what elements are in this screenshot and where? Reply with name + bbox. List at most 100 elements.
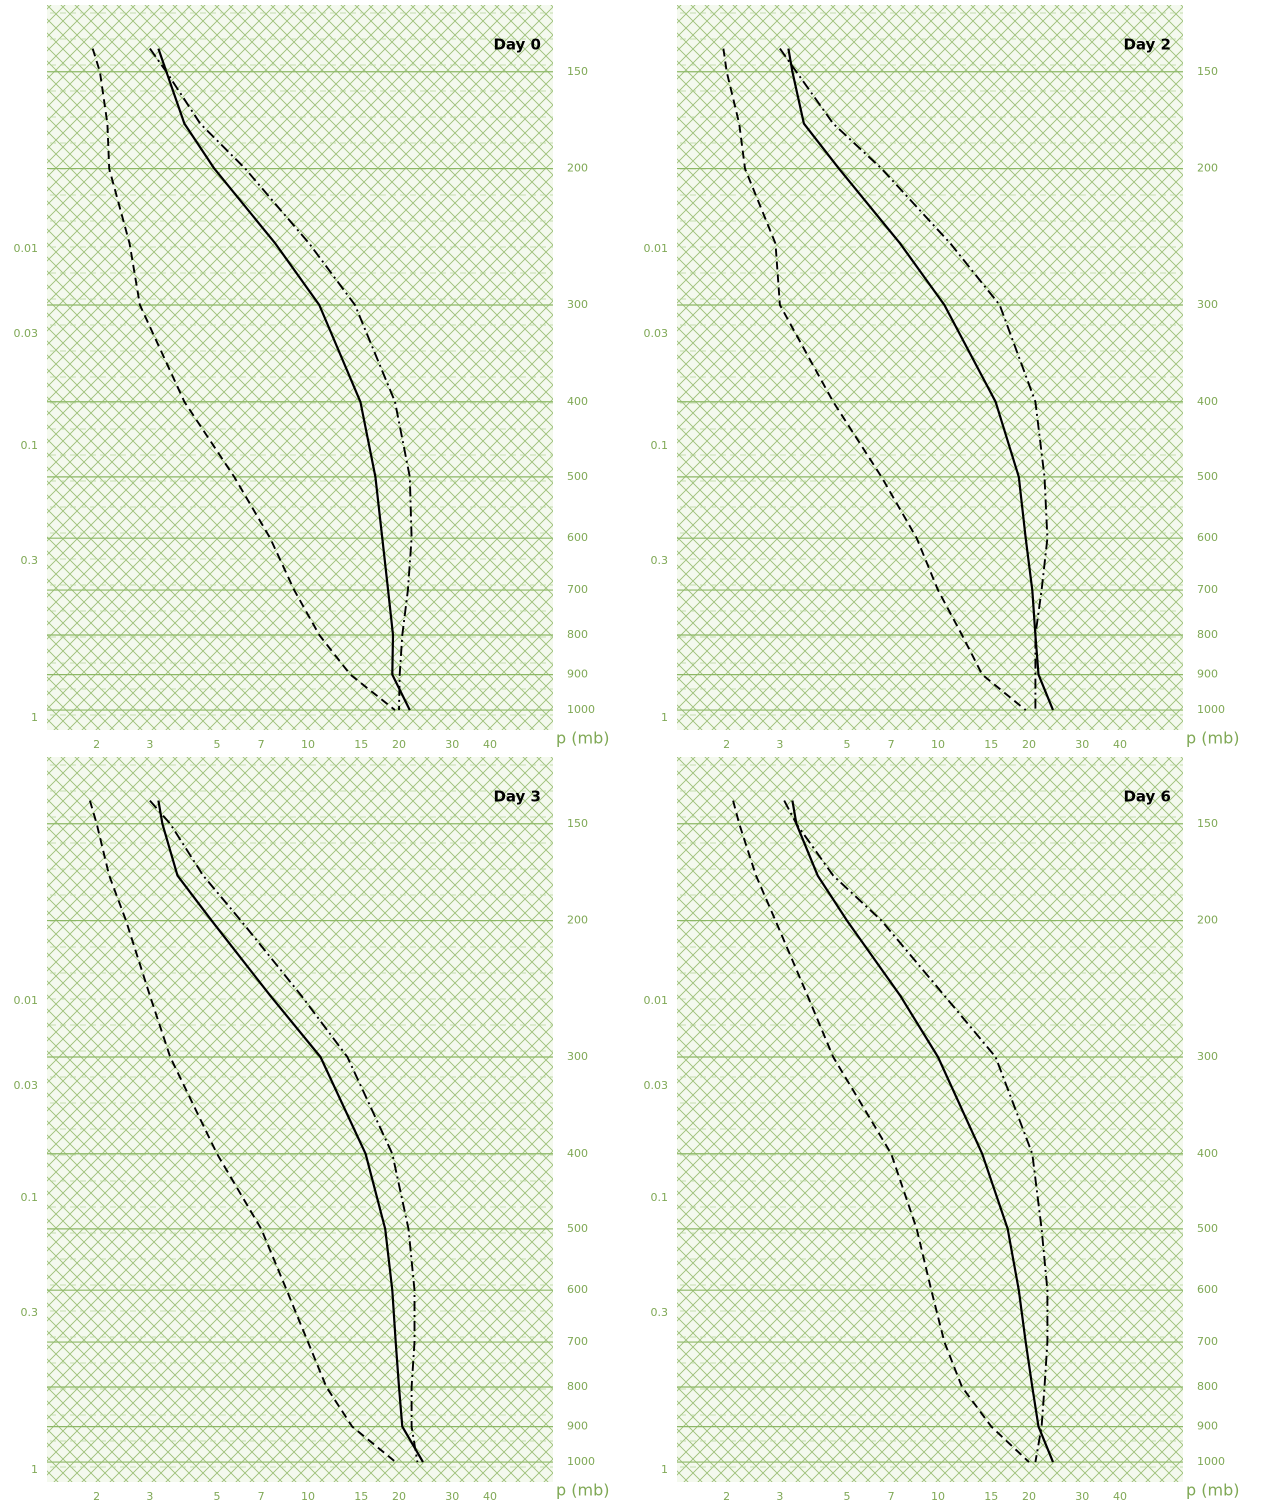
y2-tick-label: 0.01 (644, 994, 669, 1007)
x-tick-label: 5 (844, 1490, 851, 1503)
diagram-hatch (677, 5, 1183, 730)
x-tick-label: 30 (445, 738, 459, 751)
x-tick-label: 40 (483, 1490, 497, 1503)
y-tick-label: 400 (567, 395, 588, 408)
y-tick-label: 500 (1197, 470, 1218, 483)
x-tick-label: 5 (214, 738, 221, 751)
diagram-hatch (47, 757, 553, 1482)
y-tick-label: 700 (1197, 583, 1218, 596)
y-tick-label: 1000 (1197, 1455, 1225, 1468)
y-tick-label: 800 (567, 1380, 588, 1393)
y2-tick-label: 1 (661, 1463, 668, 1476)
y2-tick-label: 0.3 (651, 1306, 669, 1319)
y-tick-label: 500 (567, 470, 588, 483)
x-tick-label: 30 (1075, 738, 1089, 751)
profile-line (157, 800, 424, 1463)
y-tick-label: 400 (1197, 395, 1218, 408)
y-tick-label: 1000 (567, 1455, 595, 1468)
profile-line (149, 799, 419, 1463)
profile-line (787, 48, 1055, 711)
x-tick-label: 3 (776, 1490, 783, 1503)
profile-line (783, 800, 1049, 1463)
y2-tick-label: 0.01 (14, 242, 39, 255)
x-tick-label: 7 (888, 1490, 895, 1503)
y-tick-label: 700 (1197, 1335, 1218, 1348)
y-tick-label: 800 (1197, 1380, 1218, 1393)
x-tick-label: 40 (1113, 738, 1127, 751)
y-tick-label: 800 (1197, 628, 1218, 641)
y-tick-label: 900 (567, 1420, 588, 1433)
y-tick-label: 150 (567, 65, 588, 78)
y-tick-label: 150 (1197, 817, 1218, 830)
x-tick-label: 7 (888, 738, 895, 751)
x-tick-label: 20 (1022, 738, 1036, 751)
profile-line (791, 800, 1055, 1463)
y-tick-label: 700 (567, 1335, 588, 1348)
x-tick-label: 15 (354, 738, 368, 751)
x-tick-label: 15 (354, 1490, 368, 1503)
y2-tick-label: 0.1 (651, 1191, 669, 1204)
y-tick-label: 900 (567, 668, 588, 681)
y-tick-label: 400 (1197, 1147, 1218, 1160)
x-tick-label: 15 (984, 738, 998, 751)
x-tick-label: 40 (1113, 1490, 1127, 1503)
panel: 150 200 300 400 500 600 700 800 900 1000 0.01 0.03 0… (644, 5, 1239, 751)
y2-tick-label: 1 (31, 711, 38, 724)
x-tick-label: 5 (844, 738, 851, 751)
y2-tick-label: 0.01 (644, 242, 669, 255)
y-tick-label: 500 (1197, 1222, 1218, 1235)
x-tick-label: 10 (301, 1490, 315, 1503)
panel: 150 200 300 400 500 600 700 800 900 1000 0.01 0.03 0… (14, 757, 609, 1503)
panel: 150 200 300 400 500 600 700 800 900 1000 0.01 0.03 0… (14, 5, 609, 751)
x-tick-label: 3 (776, 738, 783, 751)
x-tick-label: 10 (301, 738, 315, 751)
y-tick-label: 800 (567, 628, 588, 641)
profile-line (779, 48, 1049, 711)
y-tick-label: 300 (567, 298, 588, 311)
y-tick-label: 150 (1197, 65, 1218, 78)
y-axis-label: p (mb) (1186, 1481, 1239, 1500)
y-tick-label: 1000 (567, 703, 595, 716)
profile-line (157, 48, 411, 711)
y-tick-label: 200 (567, 914, 588, 927)
x-tick-label: 5 (214, 1490, 221, 1503)
y2-tick-label: 0.1 (651, 439, 669, 452)
y-axis-label: p (mb) (1186, 729, 1239, 748)
y-axis-label: p (mb) (556, 729, 609, 748)
y2-tick-label: 0.01 (14, 994, 39, 1007)
y-tick-label: 200 (1197, 914, 1218, 927)
x-tick-label: 2 (93, 1490, 100, 1503)
x-tick-label: 2 (93, 738, 100, 751)
y-tick-label: 200 (1197, 162, 1218, 175)
y-tick-label: 200 (567, 162, 588, 175)
y-tick-label: 500 (567, 1222, 588, 1235)
panel-title: Day 6 (1123, 788, 1171, 806)
x-tick-label: 7 (258, 738, 265, 751)
y-tick-label: 900 (1197, 668, 1218, 681)
panel: 150 200 300 400 500 600 700 800 900 1000 0.01 0.03 0… (644, 757, 1239, 1503)
y-tick-label: 300 (1197, 1050, 1218, 1063)
x-tick-label: 15 (984, 1490, 998, 1503)
y-tick-label: 1000 (1197, 703, 1225, 716)
x-tick-label: 20 (392, 738, 406, 751)
y2-tick-label: 0.1 (21, 439, 39, 452)
diagram-hatch (677, 757, 1183, 1482)
y2-tick-label: 0.03 (644, 1079, 669, 1092)
y-tick-label: 150 (567, 817, 588, 830)
panel-title: Day 2 (1123, 36, 1171, 54)
y2-tick-label: 0.1 (21, 1191, 39, 1204)
y2-tick-label: 0.03 (14, 327, 39, 340)
profile-line (91, 48, 396, 711)
y2-tick-label: 1 (31, 1463, 38, 1476)
y-tick-label: 900 (1197, 1420, 1218, 1433)
x-tick-label: 10 (931, 1490, 945, 1503)
y2-tick-label: 0.3 (21, 554, 39, 567)
x-tick-label: 20 (392, 1490, 406, 1503)
x-tick-label: 3 (146, 738, 153, 751)
y-tick-label: 600 (1197, 531, 1218, 544)
y-axis-label: p (mb) (556, 1481, 609, 1500)
diagram-hatch (47, 5, 553, 730)
profile-line (722, 48, 1027, 711)
